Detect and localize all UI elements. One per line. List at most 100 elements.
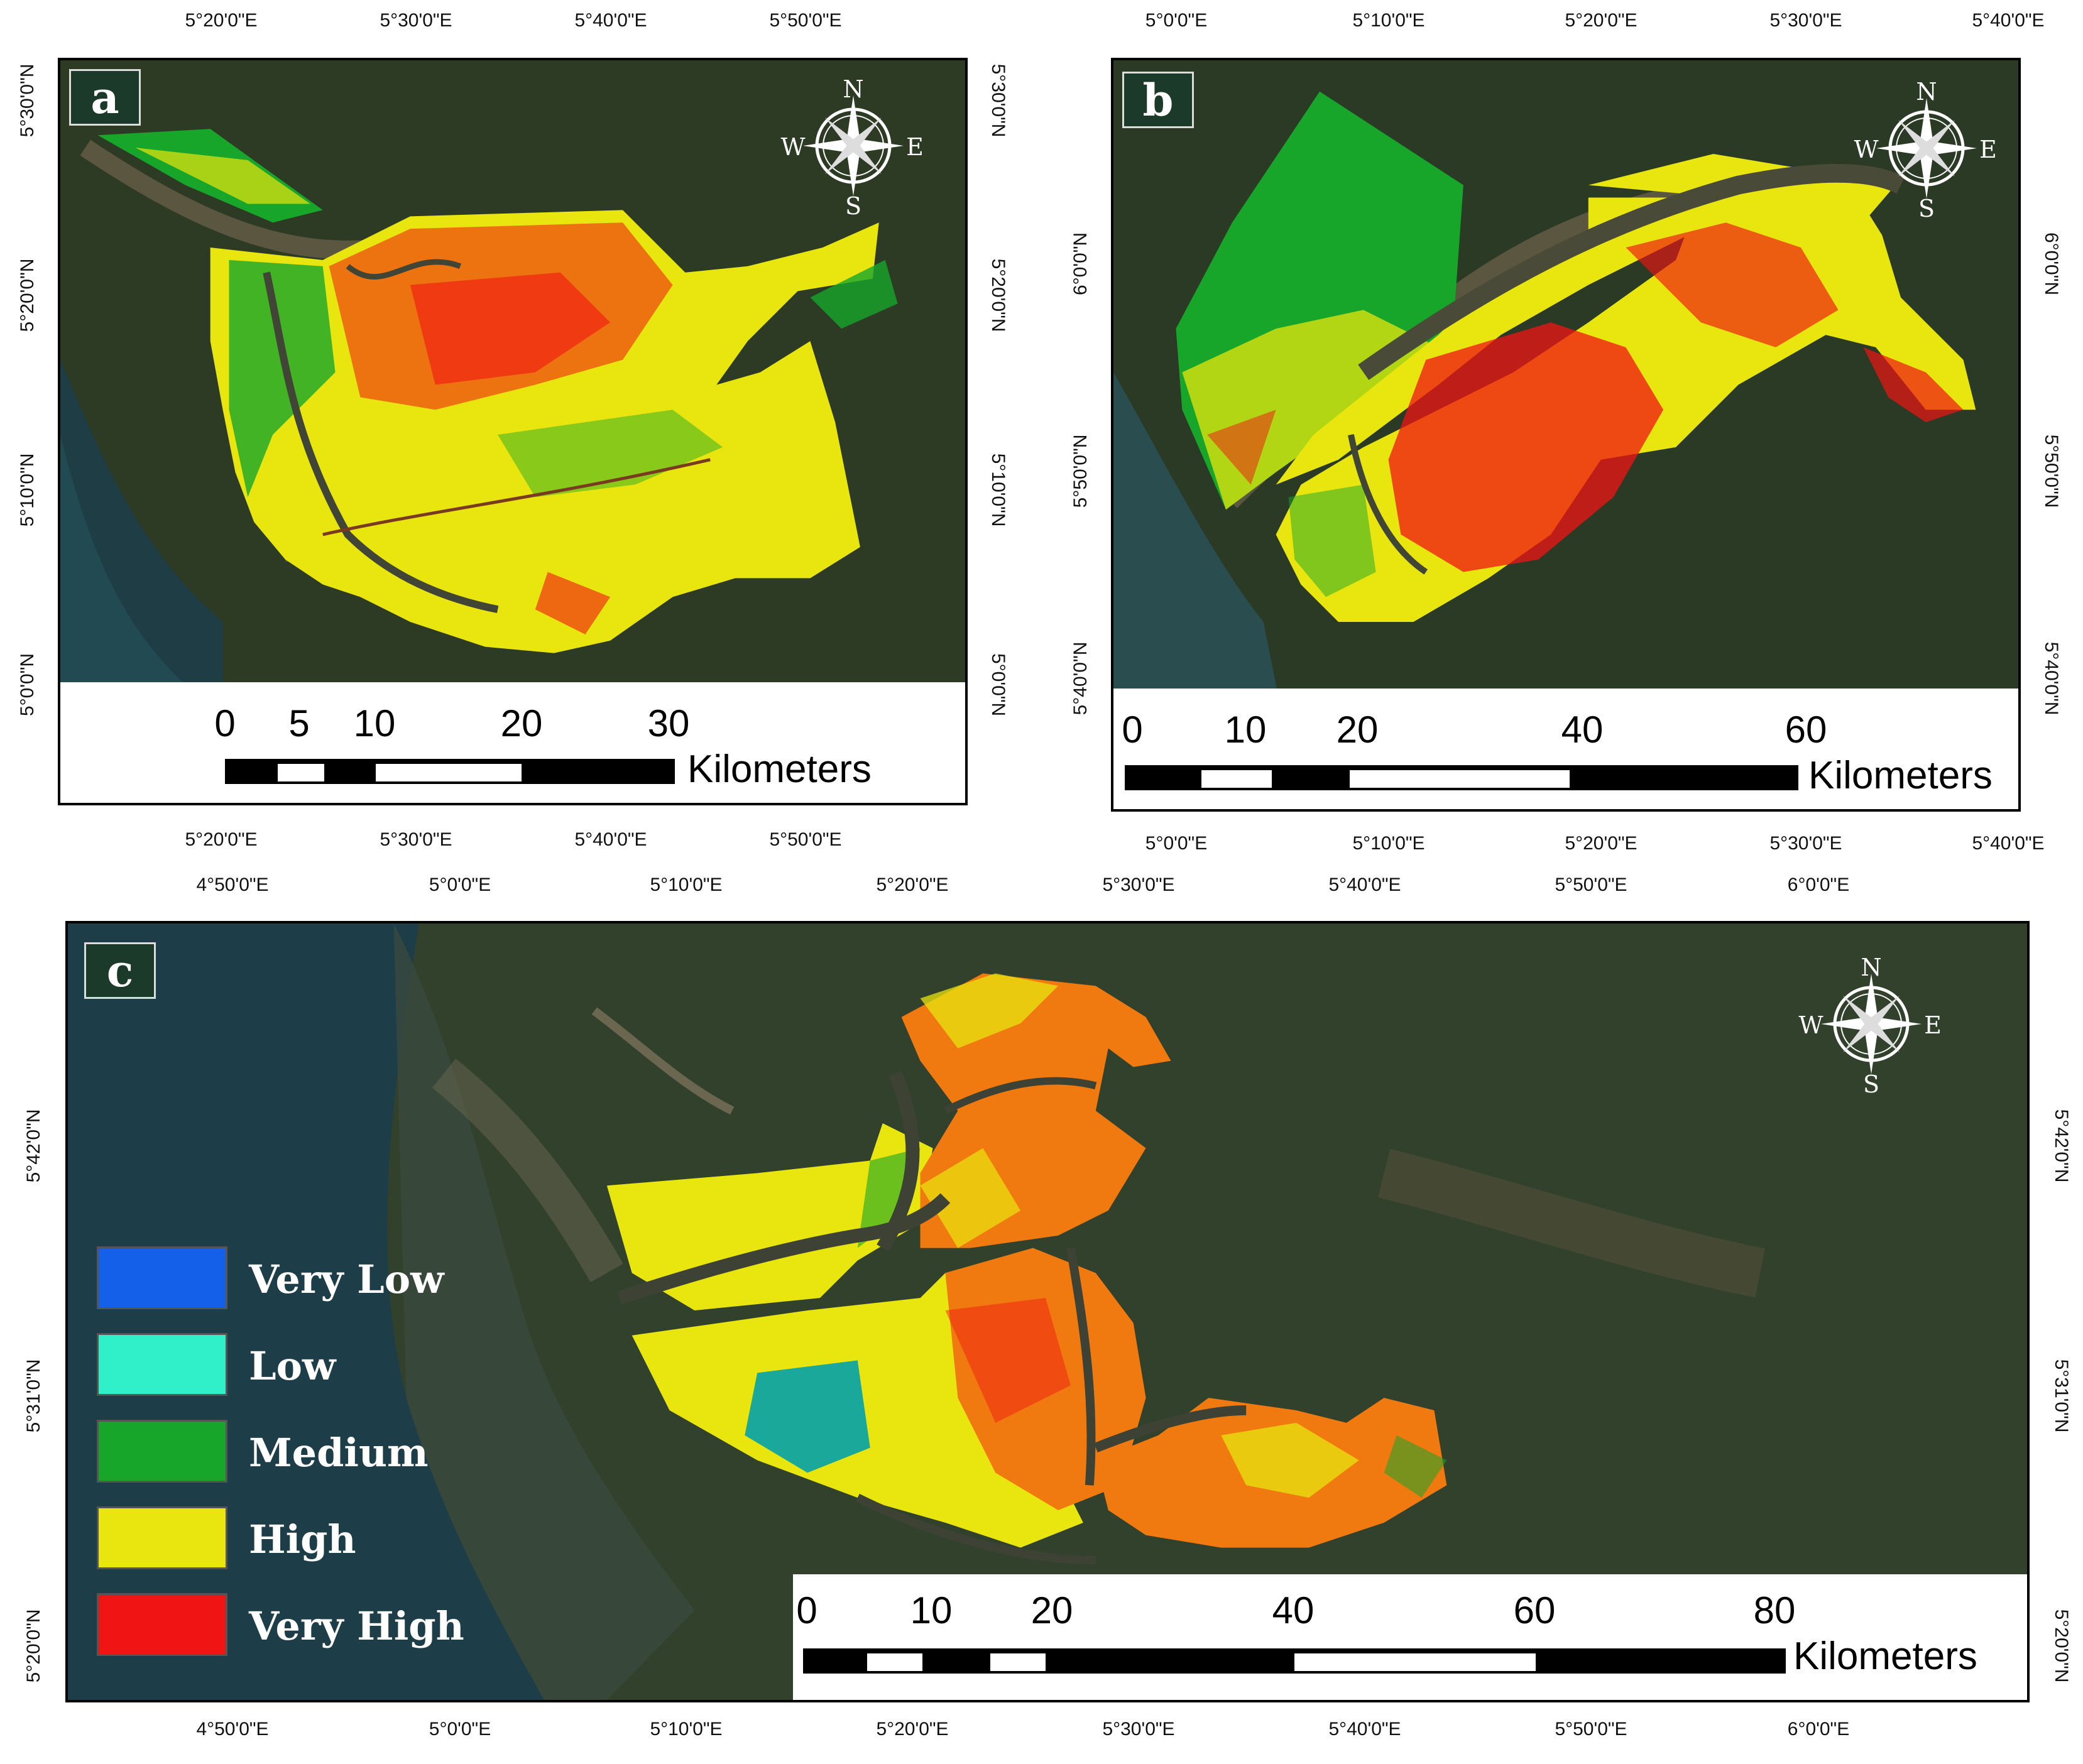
study-area-b-south (1276, 197, 1726, 485)
coord-label: 5°40'0"E (1328, 1719, 1401, 1740)
map-panel-c: c N S E W 0 10 20 40 60 80 Kilometers (65, 921, 2030, 1702)
coord-label: 5°31'0"N (23, 1359, 44, 1433)
map-panel-a: a N S E W 0 5 10 20 30 Kilometers (58, 58, 968, 805)
scale-number: 60 (1785, 709, 1827, 751)
legend-label: Medium (249, 1430, 429, 1476)
legend-item-very-high: Very High (97, 1593, 464, 1662)
legend-swatch (97, 1506, 227, 1569)
coord-label: 5°0'0"N (17, 653, 38, 717)
coord-label: 5°20'0"E (1565, 10, 1637, 31)
scale-unit: Kilometers (687, 748, 872, 791)
coord-label: 5°40'0"E (574, 829, 647, 850)
coord-label: 5°30'0"E (380, 829, 452, 850)
coord-label: 5°40'0"E (574, 10, 647, 31)
legend-label: Very High (249, 1603, 464, 1649)
coord-label: 5°20'0"E (1565, 833, 1637, 854)
coord-label: 5°50'0"E (769, 829, 842, 850)
legend-swatch (97, 1246, 227, 1309)
coord-label: 5°0'0"N (988, 653, 1009, 717)
scale-number: 80 (1753, 1589, 1796, 1631)
coord-label: 5°0'0"E (1145, 833, 1208, 854)
study-area-c-west (606, 1123, 933, 1311)
scale-box-c: 0 10 20 40 60 80 Kilometers (793, 1574, 2027, 1700)
satellite-background-a (60, 60, 965, 803)
coord-label: 5°10'0"N (988, 453, 1009, 527)
coord-label: 5°30'0"E (1102, 1719, 1175, 1740)
compass-east: E (1924, 1011, 1942, 1039)
coord-label: 5°30'0"E (1769, 10, 1842, 31)
scale-unit: Kilometers (1808, 754, 1993, 797)
compass-north: N (1861, 954, 1882, 981)
compass-south: S (1918, 195, 1935, 222)
coord-label: 6°0'0"N (2041, 232, 2062, 296)
coord-label: 5°40'0"E (1328, 874, 1401, 895)
coord-label: 5°20'0"E (876, 874, 949, 895)
legend-label: Low (249, 1343, 336, 1389)
scale-unit: Kilometers (1793, 1635, 1977, 1678)
compass-south: S (845, 192, 862, 220)
coord-label: 5°20'0"E (185, 10, 258, 31)
coord-label: 5°50'0"E (769, 10, 842, 31)
scale-bar-a (225, 759, 675, 784)
coord-label: 5°0'0"E (429, 1719, 491, 1740)
legend-swatch (97, 1420, 227, 1483)
coord-label: 5°30'0"N (988, 63, 1009, 138)
coord-label: 5°10'0"E (650, 874, 723, 895)
scale-box-a: 0 5 10 20 30 Kilometers (60, 682, 965, 803)
scale-number: 10 (910, 1589, 953, 1631)
coord-label: 4°50'0"E (196, 1719, 269, 1740)
compass-east: E (906, 133, 924, 161)
scale-number: 10 (353, 702, 396, 744)
scale-number: 20 (1336, 709, 1379, 751)
compass-c: N S E W (1798, 954, 1941, 1098)
coord-label: 5°40'0"E (1972, 10, 2045, 31)
compass-rose-icon (803, 95, 904, 196)
coord-label: 5°50'0"N (1070, 434, 1091, 508)
scale-number: 20 (500, 702, 543, 744)
coord-label: 5°50'0"E (1555, 1719, 1627, 1740)
satellite-background-b (1113, 60, 2018, 809)
coord-label: 5°42'0"N (2051, 1109, 2072, 1183)
scale-number: 40 (1561, 709, 1604, 751)
scale-box-b: 0 10 20 40 60 Kilometers (1113, 689, 2018, 809)
legend-label: High (249, 1516, 356, 1562)
compass-north: N (843, 75, 864, 103)
scale-bar-c (803, 1648, 1786, 1674)
coord-label: 5°20'0"N (17, 258, 38, 332)
compass-east: E (1979, 136, 1997, 163)
coord-label: 5°30'0"E (380, 10, 452, 31)
legend-item-very-low: Very Low (97, 1246, 449, 1315)
legend-swatch (97, 1593, 227, 1656)
coord-label: 5°20'0"E (185, 829, 258, 850)
panel-label-c: c (84, 942, 156, 999)
legend-swatch (97, 1333, 227, 1396)
coord-label: 5°30'0"N (17, 63, 38, 138)
scale-number: 0 (1122, 709, 1143, 751)
compass-north: N (1916, 78, 1937, 106)
panel-label-a: a (69, 69, 141, 126)
compass-rose-icon (1876, 98, 1977, 199)
map-panel-b: b N S E W 0 10 20 40 60 Kilometers (1111, 58, 2021, 812)
legend-label: Very Low (249, 1256, 444, 1302)
coord-label: 5°30'0"E (1102, 874, 1175, 895)
coord-label: 4°50'0"E (196, 874, 269, 895)
scale-bar-b (1125, 765, 1798, 790)
compass-west: W (1798, 1011, 1823, 1039)
legend-item-medium: Medium (97, 1420, 449, 1489)
compass-south: S (1862, 1070, 1880, 1098)
coord-label: 5°10'0"E (1352, 10, 1425, 31)
coord-label: 5°20'0"N (988, 258, 1009, 332)
coord-label: 5°40'0"N (1070, 641, 1091, 716)
coord-label: 5°0'0"E (429, 874, 491, 895)
scale-number: 20 (1031, 1589, 1073, 1631)
compass-b: N S E W (1854, 78, 1996, 222)
coord-label: 5°40'0"E (1972, 833, 2045, 854)
coord-label: 5°10'0"N (17, 453, 38, 527)
coord-label: 5°10'0"E (1352, 833, 1425, 854)
coord-label: 5°42'0"N (23, 1109, 44, 1183)
compass-west: W (780, 133, 806, 161)
scale-number: 40 (1272, 1589, 1315, 1631)
coord-label: 5°50'0"N (2041, 434, 2062, 508)
compass-rose-icon (1821, 974, 1922, 1074)
scale-number: 0 (214, 702, 236, 744)
